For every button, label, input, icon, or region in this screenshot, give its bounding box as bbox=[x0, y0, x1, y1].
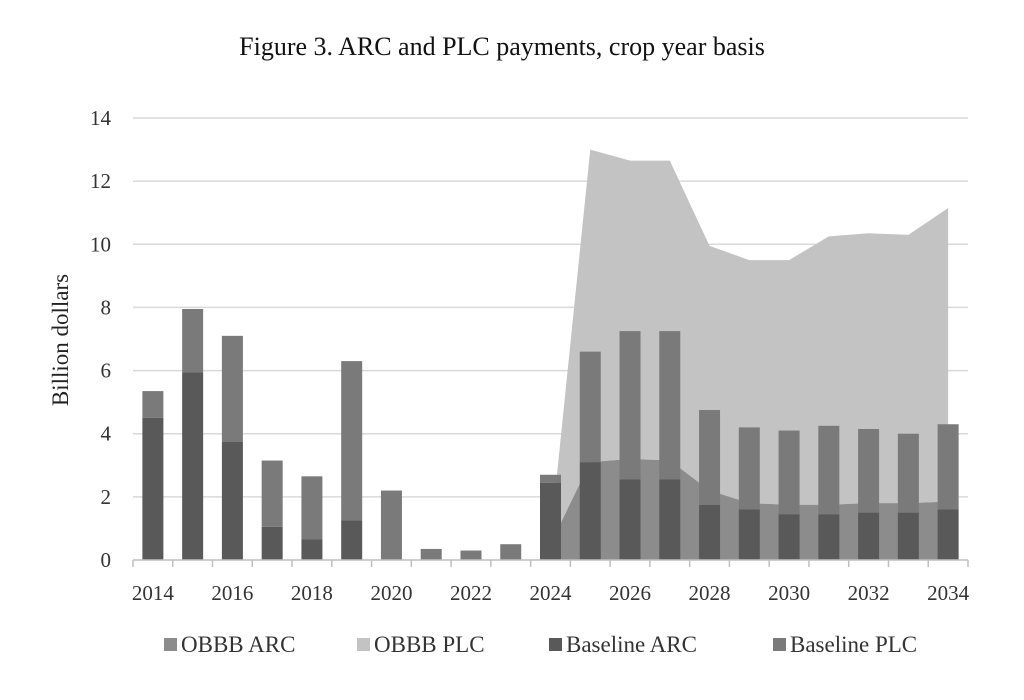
bar-baseline-arc-2017 bbox=[261, 526, 283, 560]
bar-baseline-plc-2014 bbox=[142, 391, 164, 418]
area-obbb-plc bbox=[550, 149, 949, 545]
x-tick-label-2024: 2024 bbox=[530, 581, 573, 605]
x-tick-label-2020: 2020 bbox=[370, 581, 412, 605]
bar-baseline-plc-2029 bbox=[738, 427, 760, 510]
legend-label-baseline-plc: Baseline PLC bbox=[790, 632, 917, 657]
y-tick-label-14: 14 bbox=[90, 106, 112, 130]
y-tick-label-2: 2 bbox=[101, 485, 112, 509]
x-tick-label-2018: 2018 bbox=[291, 581, 333, 605]
y-tick-label-6: 6 bbox=[101, 359, 112, 383]
bar-baseline-arc-2034 bbox=[937, 509, 959, 560]
y-tick-label-0: 0 bbox=[101, 548, 112, 572]
bar-baseline-arc-2029 bbox=[738, 509, 760, 560]
bar-baseline-plc-2026 bbox=[619, 331, 641, 480]
bar-baseline-plc-2027 bbox=[659, 331, 681, 480]
bar-baseline-plc-2028 bbox=[699, 410, 721, 505]
bar-baseline-plc-2034 bbox=[937, 424, 959, 510]
bar-baseline-plc-2030 bbox=[778, 430, 800, 515]
legend-swatch-baseline-arc bbox=[549, 638, 562, 651]
bar-baseline-arc-2031 bbox=[818, 514, 840, 560]
bar-baseline-plc-2024 bbox=[540, 474, 561, 483]
legend-swatch-baseline-plc bbox=[773, 638, 786, 651]
bar-baseline-arc-2027 bbox=[659, 479, 681, 560]
bar-baseline-arc-2026 bbox=[619, 479, 641, 560]
bar-baseline-arc-2030 bbox=[778, 514, 800, 560]
x-tick-label-2026: 2026 bbox=[609, 581, 651, 605]
bar-baseline-arc-2032 bbox=[858, 512, 880, 560]
bar-baseline-plc-2021 bbox=[420, 548, 442, 560]
bar-baseline-arc-2019 bbox=[341, 520, 363, 560]
bar-baseline-plc-2025 bbox=[579, 351, 601, 463]
x-tick-label-2022: 2022 bbox=[450, 581, 492, 605]
y-tick-label-8: 8 bbox=[101, 295, 112, 319]
bar-baseline-plc-2022 bbox=[460, 550, 482, 560]
legend-swatch-obbb-plc bbox=[357, 638, 370, 651]
x-tick-label-2030: 2030 bbox=[768, 581, 810, 605]
x-tick-label-2032: 2032 bbox=[848, 581, 890, 605]
gridlines bbox=[133, 117, 968, 498]
x-tick-label-2014: 2014 bbox=[132, 581, 175, 605]
y-axis-label: Billion dollars bbox=[48, 274, 73, 406]
bar-baseline-plc-2018 bbox=[301, 476, 323, 540]
axes: 0 2 4 6 8 10 12 14 2014 2016 2018 2020 2022 2024 2026 2… bbox=[90, 106, 970, 605]
bar-baseline-arc-2014 bbox=[142, 417, 164, 560]
bar-baseline-plc-2016 bbox=[221, 335, 243, 442]
x-tick-label-2016: 2016 bbox=[211, 581, 253, 605]
bar-baseline-arc-2015 bbox=[182, 372, 204, 560]
bar-baseline-arc-2024 bbox=[540, 482, 561, 560]
bar-baseline-plc-2032 bbox=[858, 428, 880, 513]
bar-baseline-arc-2028 bbox=[699, 504, 721, 560]
bar-series bbox=[142, 309, 959, 560]
bar-baseline-plc-2023 bbox=[500, 544, 522, 560]
legend-label-obbb-plc: OBBB PLC bbox=[374, 632, 485, 657]
y-tick-label-4: 4 bbox=[101, 422, 112, 446]
bar-baseline-plc-2020 bbox=[380, 490, 402, 560]
legend-label-baseline-arc: Baseline ARC bbox=[566, 632, 697, 657]
bar-baseline-plc-2017 bbox=[261, 460, 283, 527]
bar-baseline-plc-2031 bbox=[818, 425, 840, 515]
x-tick-label-2034: 2034 bbox=[927, 581, 970, 605]
bar-baseline-plc-2033 bbox=[897, 433, 919, 513]
bar-baseline-arc-2018 bbox=[301, 539, 323, 560]
y-tick-label-10: 10 bbox=[90, 232, 111, 256]
legend-label-obbb-arc: OBBB ARC bbox=[181, 632, 295, 657]
bar-baseline-plc-2019 bbox=[341, 361, 363, 521]
bar-baseline-plc-2015 bbox=[182, 309, 204, 373]
y-tick-label-12: 12 bbox=[90, 169, 111, 193]
chart-title: Figure 3. ARC and PLC payments, crop yea… bbox=[239, 32, 765, 61]
bar-baseline-arc-2025 bbox=[579, 462, 601, 560]
bar-baseline-arc-2033 bbox=[897, 512, 919, 560]
legend-swatch-obbb-arc bbox=[164, 638, 177, 651]
bar-baseline-arc-2016 bbox=[221, 441, 243, 560]
x-tick-label-2028: 2028 bbox=[689, 581, 731, 605]
legend: OBBB ARC OBBB PLC Baseline ARC Baseline PLC bbox=[164, 632, 917, 657]
